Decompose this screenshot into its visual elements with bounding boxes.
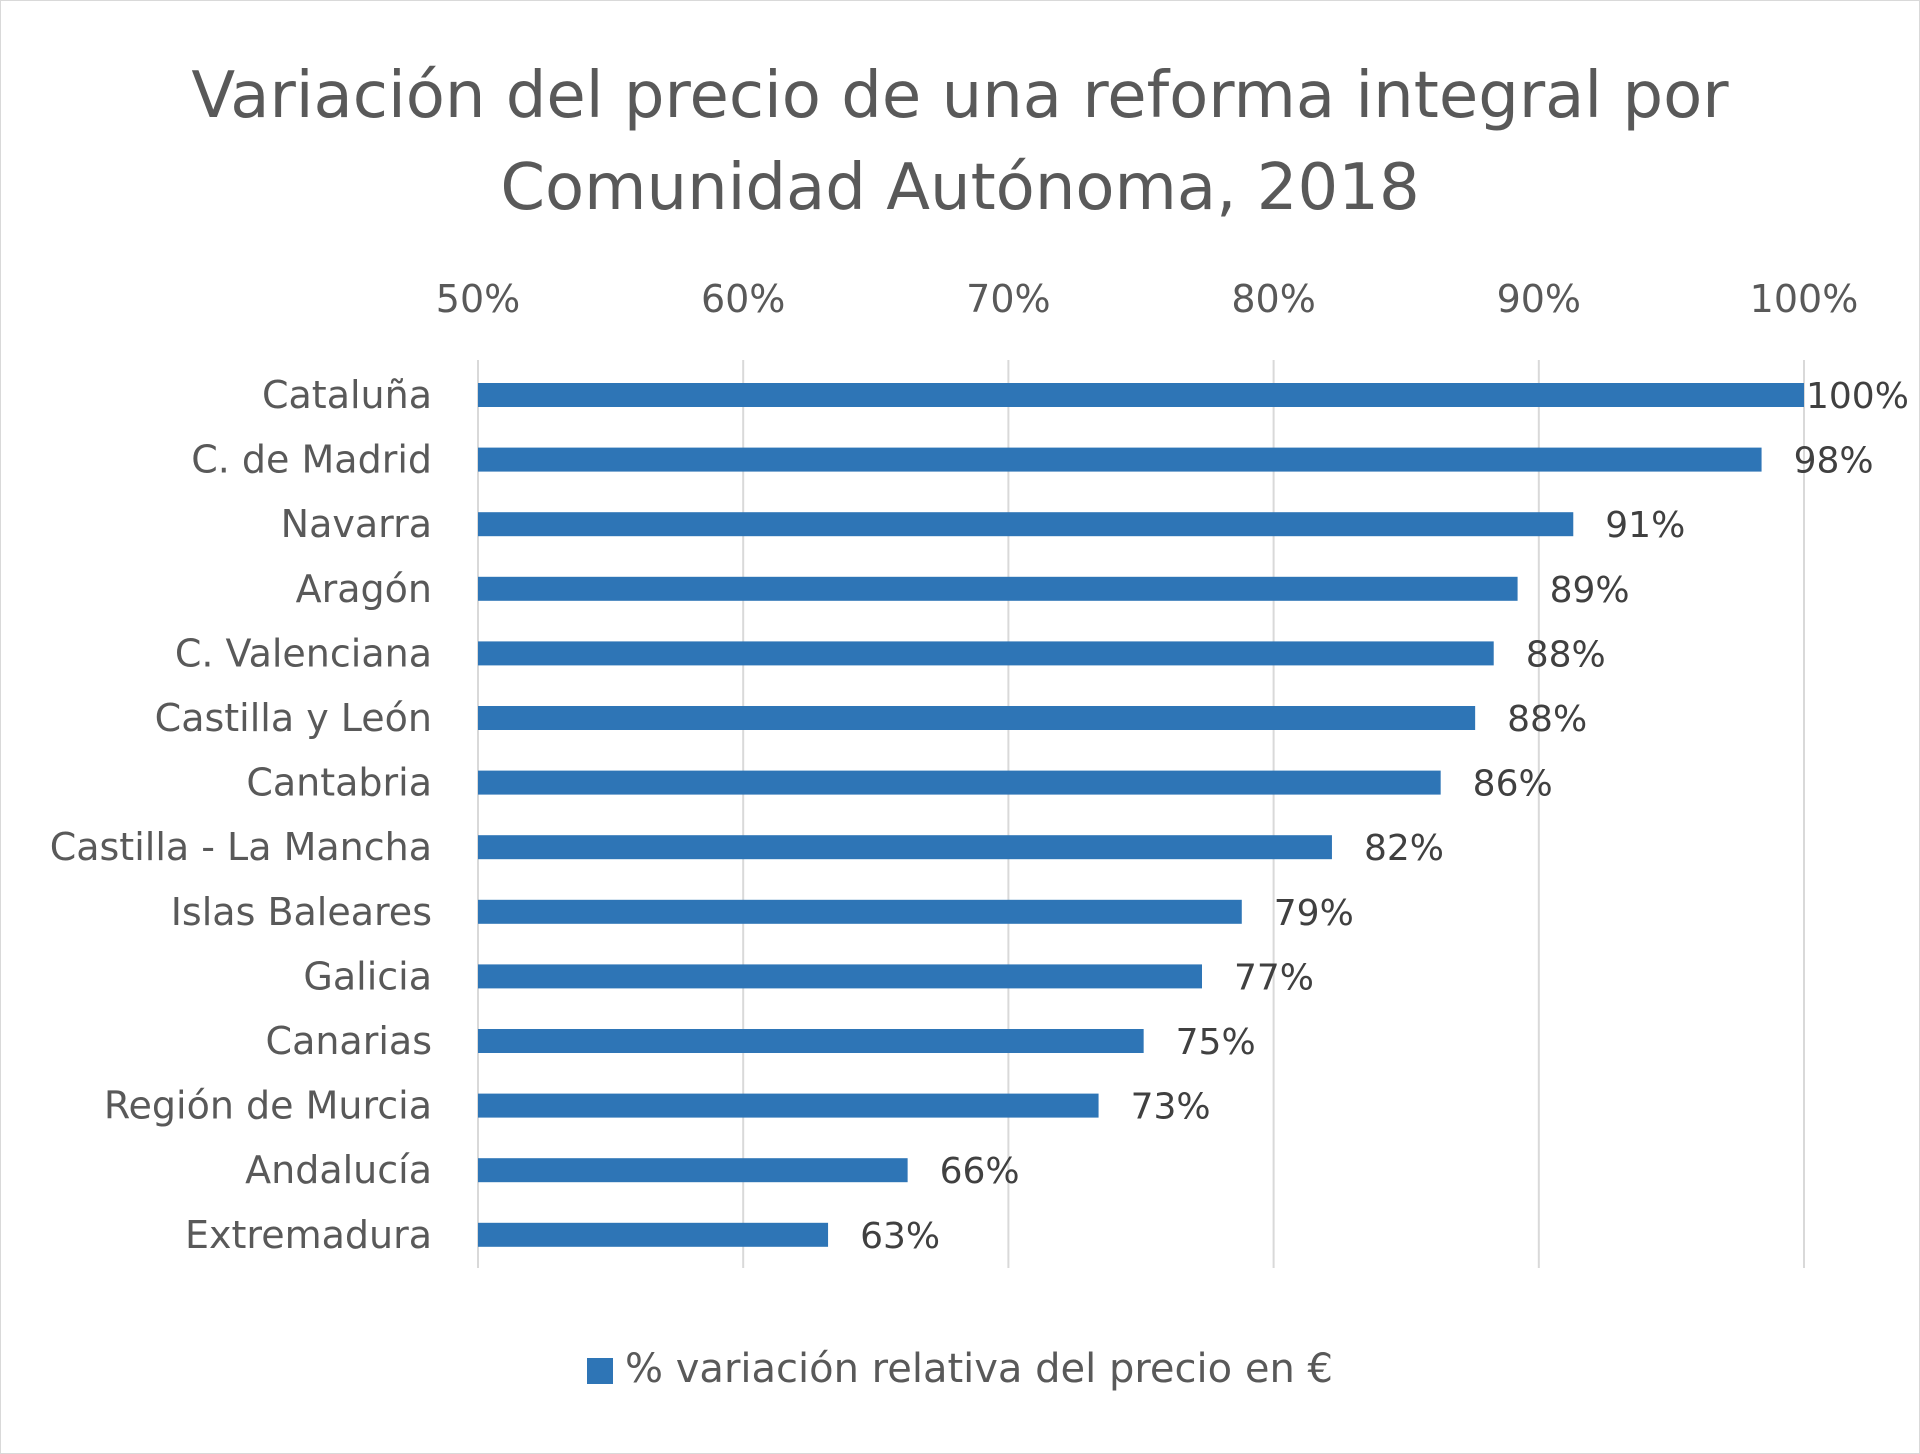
data-label: 73% [1131, 1087, 1211, 1128]
bar [478, 641, 1494, 666]
bar [478, 576, 1518, 601]
category-label: C. Valenciana [175, 631, 432, 675]
bar [478, 1029, 1144, 1053]
category-label: Navarra [281, 502, 432, 546]
bar [478, 1093, 1099, 1118]
data-label: 91% [1605, 505, 1685, 546]
bar [478, 835, 1332, 860]
bar [478, 706, 1476, 730]
x-tick-label: 50% [436, 277, 520, 321]
data-label: 66% [940, 1151, 1020, 1192]
category-label: Castilla y León [155, 696, 432, 740]
category-label: Islas Baleares [171, 890, 432, 934]
data-label: 86% [1473, 764, 1553, 805]
category-label: Cantabria [246, 761, 432, 805]
bar [478, 770, 1441, 795]
legend-swatch [587, 1358, 614, 1384]
chart-title: Variación del precio de una reforma inte… [191, 59, 1729, 225]
bar [478, 1158, 908, 1183]
data-label: 88% [1526, 634, 1606, 675]
data-labels: 100% 98% 91% 89% 88% 88% 86% 82%79% 77% 75% 73% 66%… [860, 376, 1909, 1257]
x-tick-label: 90% [1497, 277, 1581, 321]
category-label: Aragón [296, 567, 432, 611]
x-tick-label: 70% [966, 277, 1050, 321]
x-axis-tick-labels: 50% 60% 70% 80% 90% 100% [436, 277, 1859, 321]
data-label: 63% [860, 1216, 940, 1257]
bar [478, 383, 1804, 407]
data-label: 75% [1176, 1022, 1256, 1063]
legend-label: % variación relativa del precio en € [625, 1346, 1333, 1392]
data-label: 98% [1794, 441, 1874, 482]
data-label: 82% [1364, 828, 1444, 869]
bar [478, 447, 1762, 472]
category-labels: Cataluña C. de Madrid Navarra Aragón C. Vale… [50, 373, 432, 1257]
category-label: Galicia [303, 954, 432, 998]
category-label: Región de Murcia [104, 1084, 432, 1128]
x-tick-label: 100% [1750, 277, 1859, 321]
bar [478, 964, 1202, 989]
data-label: 79% [1274, 893, 1354, 934]
category-label: Canarias [266, 1019, 432, 1063]
category-label: Cataluña [262, 373, 432, 417]
data-label: 100% [1806, 376, 1909, 417]
bar [478, 899, 1242, 924]
x-tick-label: 80% [1231, 277, 1315, 321]
bar [478, 512, 1574, 537]
x-tick-label: 60% [701, 277, 785, 321]
data-label: 77% [1234, 957, 1314, 998]
bar [478, 1222, 829, 1247]
gridlines [477, 360, 1805, 1268]
category-label: Castilla - La Mancha [50, 825, 432, 869]
category-label: Extremadura [185, 1213, 432, 1257]
category-label: Andalucía [245, 1148, 432, 1192]
data-label: 88% [1507, 699, 1587, 740]
legend: % variación relativa del precio en € [0, 1346, 1920, 1392]
bars [478, 383, 1804, 1247]
category-label: C. de Madrid [191, 438, 432, 482]
data-label: 89% [1550, 570, 1630, 611]
